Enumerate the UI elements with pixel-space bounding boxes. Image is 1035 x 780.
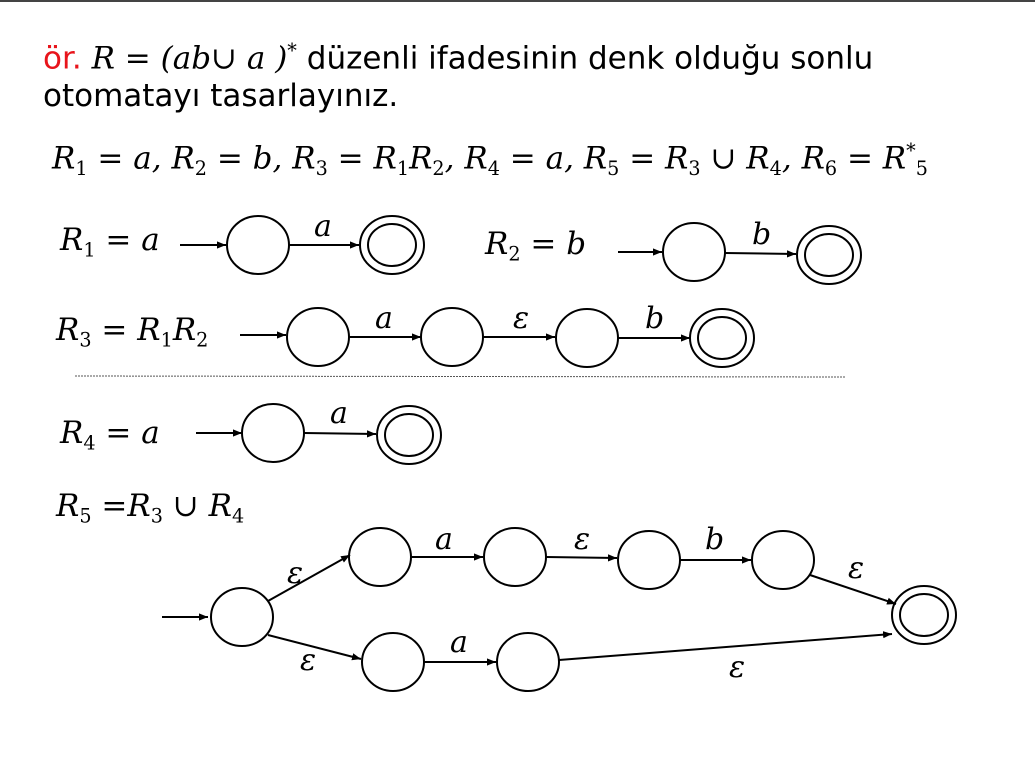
r5-upper-state-3	[617, 530, 681, 590]
r2-final-state-inner	[804, 233, 854, 277]
def-r5-end: ,	[781, 140, 802, 177]
r2-final-state	[796, 225, 862, 285]
statement-text: düzenli ifadesinin denk olduğu sonlu	[296, 40, 874, 77]
def-r1: R	[52, 140, 76, 177]
label-r5-eps-mid: ε	[574, 522, 590, 557]
r5-final-state	[891, 585, 957, 645]
label-r5: R5 =R3 ∪ R4	[56, 488, 245, 528]
label-r3-eps: ε	[513, 301, 529, 336]
r3-state-1	[420, 307, 484, 367]
def-r5-mid2: ∪ R	[700, 140, 770, 177]
r5-transition-eps-mid	[545, 554, 618, 562]
def-r3: R	[292, 140, 316, 177]
label-r3: R3 = R1R2	[56, 312, 209, 352]
label-r5-b: b	[705, 522, 724, 557]
def-r5-mid: = R	[619, 140, 689, 177]
def-r6-sup: *	[906, 139, 916, 162]
r1-final-state	[359, 215, 425, 275]
label-r3-b: b	[645, 301, 664, 336]
r5-transition-eps-up	[267, 554, 351, 602]
label-r4: R4 = a	[60, 415, 160, 455]
r3-final-state-inner	[697, 316, 747, 360]
def-r3-sub-a: 1	[396, 157, 410, 181]
r5-lower-state-1	[361, 632, 425, 692]
r4-transition-a	[303, 430, 377, 438]
example-prefix: ör.	[43, 40, 82, 77]
def-r3-sub: 3	[315, 157, 328, 181]
def-r5-sub-b: 4	[769, 157, 782, 181]
def-r5-sub-a: 3	[688, 157, 701, 181]
def-r1-sub: 1	[75, 157, 88, 181]
statement-line-2: otomatayı tasarlayınız.	[43, 78, 399, 114]
definitions-line: R1 = a, R2 = b, R3 = R1R2, R4 = a, R5 = …	[52, 128, 928, 192]
regex-star: *	[287, 39, 297, 62]
section-separator	[74, 375, 846, 378]
label-r2: R2 = b	[485, 226, 587, 266]
r5-transition-eps-down	[267, 634, 362, 661]
r3-state-2	[555, 308, 619, 368]
r5-lower-state-2	[496, 632, 560, 692]
def-r4-sub: 4	[487, 157, 500, 181]
def-r1-val: = a,	[87, 140, 172, 177]
def-r2: R	[171, 140, 195, 177]
def-r3-sub-b: 2	[432, 157, 445, 181]
def-r3-end: ,	[444, 140, 465, 177]
def-r4-val: = a,	[499, 140, 584, 177]
def-r3-mid: = R	[327, 140, 397, 177]
label-r2-b: b	[752, 217, 771, 252]
def-r6-mid: = R	[837, 140, 907, 177]
r5-transition-eps-final	[809, 574, 897, 605]
r4-final-state-inner	[384, 413, 434, 457]
label-r5-eps-up: ε	[287, 556, 303, 591]
r3-state-0	[286, 307, 350, 367]
def-r6-sub-b: 5	[915, 157, 928, 181]
def-r6-sub: 6	[824, 157, 838, 181]
r5-upper-state-4	[751, 530, 815, 590]
regex-formula: R = (ab∪ a )	[91, 40, 288, 77]
def-r4: R	[464, 140, 488, 177]
r5-final-state-inner	[899, 593, 949, 637]
label-r5-eps-final: ε	[848, 551, 864, 586]
label-r5-a2: a	[450, 625, 468, 660]
r2-transition-b	[724, 250, 797, 258]
def-r3-mid2: R	[409, 140, 433, 177]
label-r5-eps-down: ε	[300, 643, 316, 678]
def-r2-val: = b,	[207, 140, 293, 177]
r5-upper-state-2	[483, 527, 547, 587]
r3-final-state	[689, 308, 755, 368]
label-r5-a: a	[435, 522, 453, 557]
label-r1-a: a	[314, 209, 332, 244]
label-r5-eps-low: ε	[729, 650, 745, 685]
def-r2-sub: 2	[194, 157, 207, 181]
label-r3-a: a	[375, 301, 393, 336]
r5-transition-eps-low	[558, 631, 893, 661]
label-r4-a: a	[330, 396, 348, 431]
def-r5-sub: 5	[607, 157, 620, 181]
label-r1: R1 = a	[60, 222, 160, 262]
r1-state-0	[226, 215, 290, 275]
def-r6: R	[801, 140, 825, 177]
r2-state-0	[662, 222, 726, 282]
problem-statement: ör. R = (ab∪ a )* düzenli ifadesinin den…	[43, 26, 873, 83]
r1-final-state-inner	[367, 223, 417, 267]
r5-upper-state-1	[348, 527, 412, 587]
r4-state-0	[241, 403, 305, 463]
def-r5: R	[583, 140, 608, 177]
top-border-line	[0, 0, 1035, 2]
r5-state-start	[210, 587, 274, 647]
r4-final-state	[376, 405, 442, 465]
